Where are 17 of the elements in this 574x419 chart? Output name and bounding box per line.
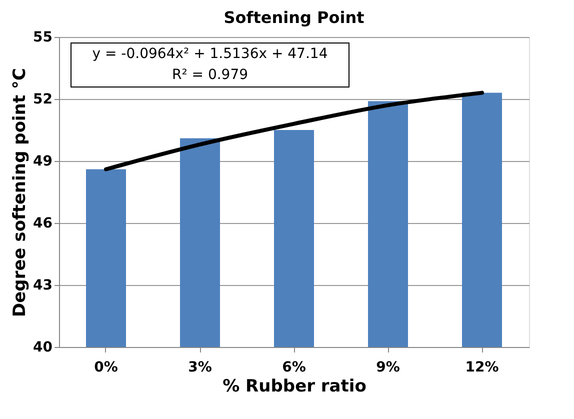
chart-title: Softening Point [224,8,365,27]
y-tick-label: 52 [33,92,52,108]
annotation: R² = 0.979 [172,67,248,83]
annotation: y = -0.0964x² + 1.5136x + 47.14 [92,46,328,62]
y-tick-label: 43 [33,278,52,294]
y-tick-label: 49 [33,154,52,170]
x-tick-label: 3% [188,360,212,376]
x-tick-label: 6% [282,360,306,376]
y-axis-title: Degree softening point °C [10,68,30,317]
x-axis-title: % Rubber ratio [222,376,366,396]
line-series [104,90,484,172]
x-tick-label: 9% [376,360,400,376]
x-tick-label: 0% [94,360,118,376]
x-tick-label: 12% [465,360,499,376]
y-tick-label: 46 [33,216,52,232]
y-tick-label: 40 [33,340,53,356]
y-tick-label: 55 [33,30,52,46]
